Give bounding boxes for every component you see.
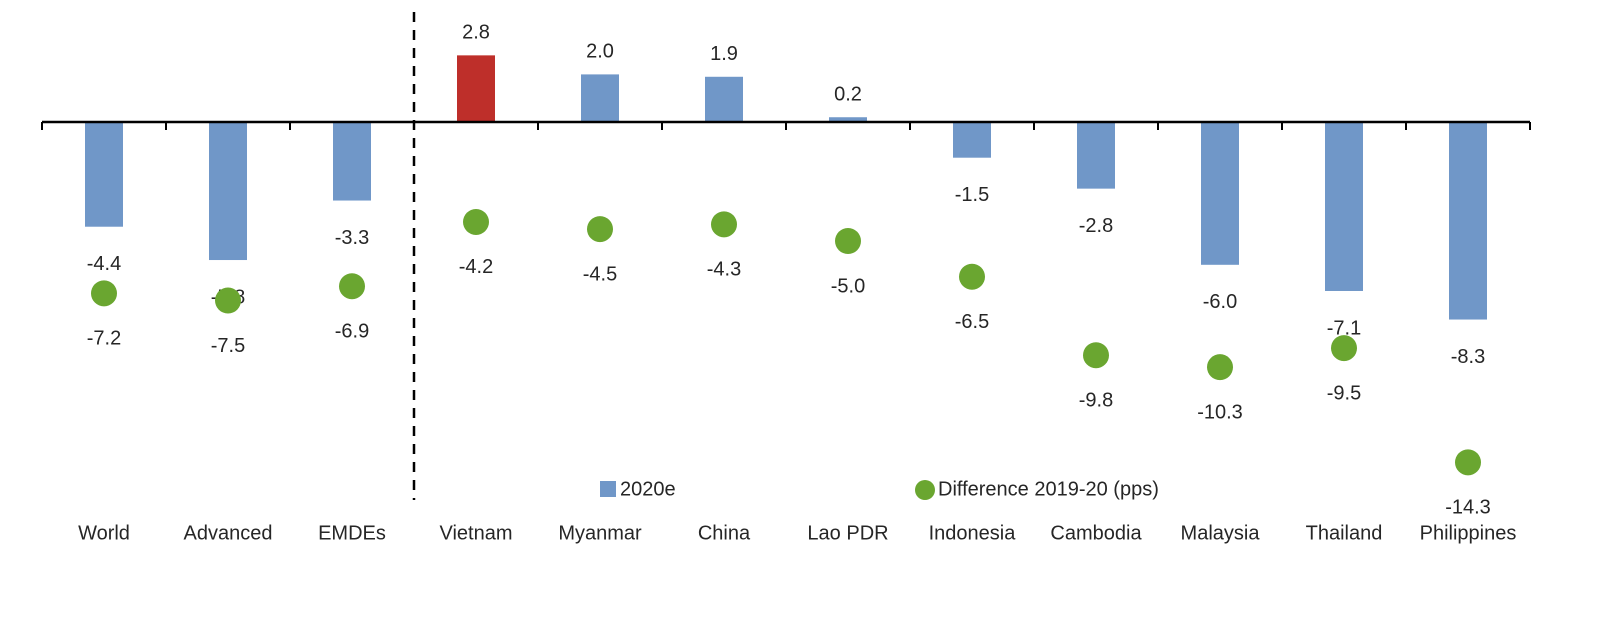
- category-label: Thailand: [1306, 522, 1383, 544]
- dot-emdes: [339, 273, 365, 300]
- dot-malaysia: [1207, 354, 1233, 381]
- dot-vietnam: [463, 208, 489, 235]
- category-label: Advanced: [184, 522, 273, 544]
- dot-data-label: -10.3: [1197, 401, 1243, 423]
- bar-myanmar: [581, 74, 619, 122]
- bar-thailand: [1325, 122, 1363, 291]
- dot-data-label: -7.5: [211, 335, 245, 357]
- legend-label-bar: 2020e: [620, 478, 676, 500]
- bar-emdes: [333, 122, 371, 201]
- dot-data-label: -9.5: [1327, 382, 1361, 404]
- category-label: Vietnam: [439, 522, 512, 544]
- bar-vietnam: [457, 55, 495, 122]
- dot-data-label: -4.5: [583, 263, 617, 285]
- dot-data-label: -14.3: [1445, 497, 1491, 519]
- dot-china: [711, 211, 737, 238]
- category-label: World: [78, 522, 130, 544]
- bar-data-label: -4.4: [87, 253, 121, 275]
- dot-data-label: -4.2: [459, 256, 493, 278]
- bar-cambodia: [1077, 122, 1115, 189]
- bar-indonesia: [953, 122, 991, 158]
- category-label: Myanmar: [558, 522, 642, 544]
- dot-myanmar: [587, 216, 613, 243]
- legend-swatch-bar: [600, 481, 616, 497]
- category-label: EMDEs: [318, 522, 386, 544]
- dot-cambodia: [1083, 342, 1109, 369]
- bar-data-label: -3.3: [335, 227, 369, 249]
- bar-china: [705, 76, 743, 122]
- bar-philippines: [1449, 122, 1487, 320]
- dot-data-label: -9.8: [1079, 390, 1113, 412]
- category-label: Indonesia: [929, 522, 1017, 544]
- bar-lao-pdr: [829, 117, 867, 122]
- bar-world: [85, 122, 123, 227]
- bar-data-label: -2.8: [1079, 215, 1113, 237]
- bar-data-label: 1.9: [710, 43, 738, 65]
- dot-data-label: -4.3: [707, 259, 741, 281]
- category-label: Malaysia: [1181, 522, 1261, 544]
- dot-indonesia: [959, 263, 985, 290]
- bar-data-label: 0.2: [834, 84, 862, 106]
- bar-data-label: -6.0: [1203, 291, 1237, 313]
- bar-data-label: -7.1: [1327, 317, 1361, 339]
- bar-data-label: -1.5: [955, 184, 989, 206]
- dot-data-label: -5.0: [831, 275, 865, 297]
- category-label: China: [698, 522, 751, 544]
- bar-data-label: 2.0: [586, 41, 614, 63]
- dot-thailand: [1331, 335, 1357, 362]
- bar-data-label: -8.3: [1451, 346, 1485, 368]
- dot-data-label: -6.9: [335, 321, 369, 343]
- dot-world: [91, 280, 117, 307]
- bar-data-label: 2.8: [462, 22, 490, 44]
- dot-lao-pdr: [835, 228, 861, 254]
- bar-advanced: [209, 122, 247, 261]
- dot-data-label: -6.5: [955, 311, 989, 333]
- bar-malaysia: [1201, 122, 1239, 265]
- dot-data-label: -7.2: [87, 328, 121, 350]
- category-label: Cambodia: [1050, 522, 1142, 544]
- category-label: Lao PDR: [807, 522, 888, 544]
- dot-advanced: [215, 287, 241, 314]
- category-label: Philippines: [1420, 522, 1517, 544]
- dot-philippines: [1455, 449, 1481, 476]
- legend-swatch-dot: [915, 480, 935, 500]
- legend-label-dot: Difference 2019-20 (pps): [938, 478, 1159, 500]
